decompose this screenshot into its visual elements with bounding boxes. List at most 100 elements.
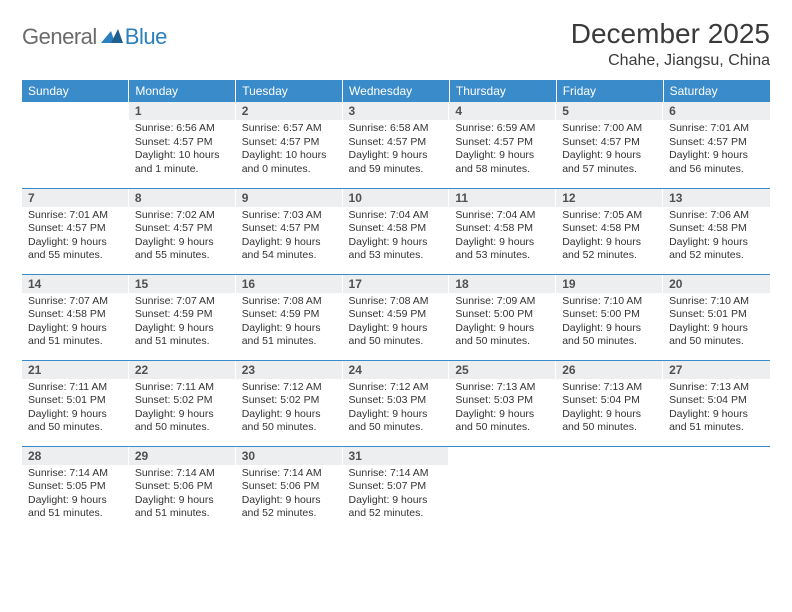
daylight: Daylight: 9 hours and 55 minutes. [135,236,230,263]
daylight: Daylight: 9 hours and 55 minutes. [28,236,123,263]
daylight: Daylight: 9 hours and 50 minutes. [349,322,444,349]
sunset: Sunset: 4:57 PM [135,222,230,236]
day-number: 12 [556,189,663,207]
day-data: Sunrise: 7:04 AMSunset: 4:58 PMDaylight:… [449,207,556,268]
calendar-cell [663,446,770,532]
sunrise: Sunrise: 7:09 AM [455,295,550,309]
calendar-cell: 26Sunrise: 7:13 AMSunset: 5:04 PMDayligh… [556,360,663,446]
sunrise: Sunrise: 7:14 AM [242,467,337,481]
day-data: Sunrise: 7:05 AMSunset: 4:58 PMDaylight:… [556,207,663,268]
calendar-cell: 6Sunrise: 7:01 AMSunset: 4:57 PMDaylight… [663,102,770,188]
daylight: Daylight: 9 hours and 54 minutes. [242,236,337,263]
day-number: 19 [556,275,663,293]
day-number: 4 [449,102,556,120]
sunset: Sunset: 5:05 PM [28,480,123,494]
day-number: 7 [22,189,129,207]
sunrise: Sunrise: 7:12 AM [349,381,444,395]
sunrise: Sunrise: 7:02 AM [135,209,230,223]
day-data: Sunrise: 7:08 AMSunset: 4:59 PMDaylight:… [343,293,450,354]
logo-text-general: General [22,24,97,50]
sunrise: Sunrise: 6:59 AM [455,122,550,136]
sunset: Sunset: 4:58 PM [455,222,550,236]
sunrise: Sunrise: 7:01 AM [28,209,123,223]
calendar-cell: 19Sunrise: 7:10 AMSunset: 5:00 PMDayligh… [556,274,663,360]
sunset: Sunset: 4:59 PM [135,308,230,322]
sunrise: Sunrise: 7:03 AM [242,209,337,223]
sunrise: Sunrise: 7:04 AM [349,209,444,223]
sunrise: Sunrise: 6:57 AM [242,122,337,136]
calendar-cell: 9Sunrise: 7:03 AMSunset: 4:57 PMDaylight… [236,188,343,274]
calendar-cell: 11Sunrise: 7:04 AMSunset: 4:58 PMDayligh… [449,188,556,274]
sunset: Sunset: 4:57 PM [242,222,337,236]
day-number: 15 [129,275,236,293]
calendar-cell: 3Sunrise: 6:58 AMSunset: 4:57 PMDaylight… [343,102,450,188]
sunset: Sunset: 4:59 PM [242,308,337,322]
daylight: Daylight: 9 hours and 50 minutes. [242,408,337,435]
calendar-cell: 2Sunrise: 6:57 AMSunset: 4:57 PMDaylight… [236,102,343,188]
sunset: Sunset: 4:58 PM [28,308,123,322]
logo-text-blue: Blue [125,24,167,50]
day-header: Saturday [663,80,770,102]
sunrise: Sunrise: 7:13 AM [669,381,764,395]
sunset: Sunset: 5:04 PM [669,394,764,408]
sunrise: Sunrise: 7:14 AM [28,467,123,481]
sunrise: Sunrise: 7:13 AM [562,381,657,395]
sunset: Sunset: 5:03 PM [349,394,444,408]
daylight: Daylight: 9 hours and 50 minutes. [455,408,550,435]
day-data: Sunrise: 7:11 AMSunset: 5:01 PMDaylight:… [22,379,129,440]
day-number: 26 [556,361,663,379]
sunset: Sunset: 4:57 PM [562,136,657,150]
logo: General Blue [22,24,167,50]
calendar-head: SundayMondayTuesdayWednesdayThursdayFrid… [22,80,770,102]
calendar-cell: 13Sunrise: 7:06 AMSunset: 4:58 PMDayligh… [663,188,770,274]
calendar-cell: 30Sunrise: 7:14 AMSunset: 5:06 PMDayligh… [236,446,343,532]
calendar-week: 7Sunrise: 7:01 AMSunset: 4:57 PMDaylight… [22,188,770,274]
calendar-cell: 25Sunrise: 7:13 AMSunset: 5:03 PMDayligh… [449,360,556,446]
day-number: 6 [663,102,770,120]
sunset: Sunset: 4:58 PM [669,222,764,236]
daylight: Daylight: 9 hours and 56 minutes. [669,149,764,176]
day-data: Sunrise: 7:01 AMSunset: 4:57 PMDaylight:… [22,207,129,268]
daylight: Daylight: 9 hours and 50 minutes. [455,322,550,349]
day-number: 30 [236,447,343,465]
calendar-week: 1Sunrise: 6:56 AMSunset: 4:57 PMDaylight… [22,102,770,188]
day-header: Tuesday [236,80,343,102]
day-number [22,102,129,120]
day-data: Sunrise: 7:13 AMSunset: 5:04 PMDaylight:… [556,379,663,440]
calendar-cell: 18Sunrise: 7:09 AMSunset: 5:00 PMDayligh… [449,274,556,360]
sunrise: Sunrise: 7:13 AM [455,381,550,395]
day-header: Wednesday [343,80,450,102]
day-number: 24 [343,361,450,379]
sunset: Sunset: 5:07 PM [349,480,444,494]
day-number: 29 [129,447,236,465]
day-data: Sunrise: 7:02 AMSunset: 4:57 PMDaylight:… [129,207,236,268]
sunset: Sunset: 5:06 PM [135,480,230,494]
sunset: Sunset: 5:01 PM [669,308,764,322]
calendar-cell: 29Sunrise: 7:14 AMSunset: 5:06 PMDayligh… [129,446,236,532]
calendar-cell: 23Sunrise: 7:12 AMSunset: 5:02 PMDayligh… [236,360,343,446]
day-number [663,447,770,465]
day-number: 11 [449,189,556,207]
day-number: 22 [129,361,236,379]
day-data: Sunrise: 6:57 AMSunset: 4:57 PMDaylight:… [236,120,343,181]
day-number: 16 [236,275,343,293]
sunrise: Sunrise: 7:11 AM [28,381,123,395]
day-data: Sunrise: 7:01 AMSunset: 4:57 PMDaylight:… [663,120,770,181]
day-data: Sunrise: 7:11 AMSunset: 5:02 PMDaylight:… [129,379,236,440]
sunrise: Sunrise: 7:00 AM [562,122,657,136]
sunrise: Sunrise: 7:14 AM [135,467,230,481]
logo-mark-icon [101,27,123,43]
sunrise: Sunrise: 7:11 AM [135,381,230,395]
daylight: Daylight: 9 hours and 57 minutes. [562,149,657,176]
calendar-week: 28Sunrise: 7:14 AMSunset: 5:05 PMDayligh… [22,446,770,532]
sunset: Sunset: 4:58 PM [562,222,657,236]
daylight: Daylight: 9 hours and 59 minutes. [349,149,444,176]
calendar-cell: 10Sunrise: 7:04 AMSunset: 4:58 PMDayligh… [343,188,450,274]
day-data: Sunrise: 7:13 AMSunset: 5:03 PMDaylight:… [449,379,556,440]
day-data: Sunrise: 7:14 AMSunset: 5:06 PMDaylight:… [129,465,236,526]
sunrise: Sunrise: 7:05 AM [562,209,657,223]
daylight: Daylight: 9 hours and 50 minutes. [28,408,123,435]
title-block: December 2025 Chahe, Jiangsu, China [571,18,770,70]
daylight: Daylight: 9 hours and 51 minutes. [242,322,337,349]
calendar-cell: 21Sunrise: 7:11 AMSunset: 5:01 PMDayligh… [22,360,129,446]
